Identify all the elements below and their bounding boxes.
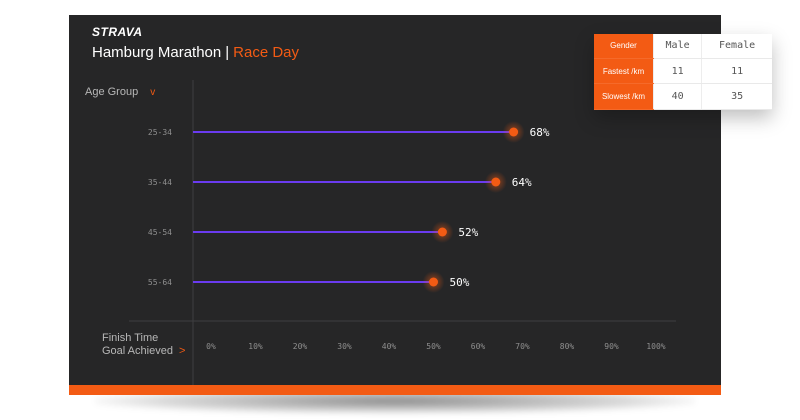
cell-female: 35 — [701, 83, 772, 110]
accent-bar — [69, 385, 721, 395]
value-label: 68% — [530, 126, 550, 139]
value-label: 64% — [512, 176, 532, 189]
x-tick-label: 90% — [604, 342, 619, 351]
lollipop-dot — [491, 177, 501, 187]
male-header: Male — [652, 34, 702, 59]
goal-achieved-link[interactable]: Goal Achieved > — [102, 345, 185, 358]
race-name: Hamburg Marathon — [92, 44, 222, 61]
x-tick-label: 80% — [560, 342, 575, 351]
x-tick-label: 10% — [248, 342, 263, 351]
cell-female: 11 — [701, 58, 772, 85]
chevron-down-icon: v — [150, 87, 156, 98]
x-tick-label: 100% — [646, 342, 665, 351]
x-tick-label: 50% — [426, 342, 441, 351]
x-tick-label: 70% — [515, 342, 530, 351]
cell-male: 11 — [652, 58, 702, 85]
category-label: 55-64 — [148, 278, 172, 287]
strava-logo: STRAVA — [92, 25, 143, 39]
table-header-row: Gender Male Female — [594, 34, 772, 59]
lollipop-chart: 25-34 68% 35-44 64% 45-54 52% 55-64 50% 0% 10% 20%… — [129, 80, 676, 387]
x-axis-caption-line1: Finish Time — [102, 332, 159, 344]
age-group-label: Age Group — [85, 86, 139, 98]
table-row: Fastest /km 11 11 — [594, 58, 772, 85]
title-separator: | — [225, 44, 230, 61]
age-group-dropdown[interactable]: Age Group v — [85, 86, 155, 98]
x-axis-caption: Finish Time Goal Achieved > — [102, 332, 185, 358]
value-label: 50% — [450, 276, 470, 289]
x-tick-label: 30% — [337, 342, 352, 351]
stats-table-card: Gender Male Female Fastest /km 11 11 Slo… — [594, 34, 772, 110]
row-label: Slowest /km — [594, 83, 654, 110]
row-label: Fastest /km — [594, 58, 654, 85]
lollipop-dot — [437, 227, 447, 237]
stats-table: Gender Male Female Fastest /km 11 11 Slo… — [594, 34, 772, 110]
chevron-right-icon: > — [178, 345, 186, 357]
x-tick-label: 0% — [206, 342, 216, 351]
lollipop-dot — [509, 127, 519, 137]
gender-header: Gender — [594, 34, 654, 59]
category-label: 45-54 — [148, 228, 172, 237]
x-tick-label: 60% — [471, 342, 486, 351]
value-label: 52% — [458, 226, 478, 239]
cell-male: 40 — [652, 83, 702, 110]
category-label: 35-44 — [148, 178, 172, 187]
x-tick-label: 20% — [293, 342, 308, 351]
female-header: Female — [701, 34, 772, 59]
page-title: Hamburg Marathon | Race Day — [92, 44, 299, 61]
race-subtitle: Race Day — [233, 44, 299, 61]
lollipop-dot — [429, 277, 438, 287]
table-row: Slowest /km 40 35 — [594, 83, 772, 110]
x-tick-label: 40% — [382, 342, 397, 351]
category-label: 25-34 — [148, 128, 172, 137]
x-axis-caption-line2: Goal Achieved — [102, 345, 173, 357]
